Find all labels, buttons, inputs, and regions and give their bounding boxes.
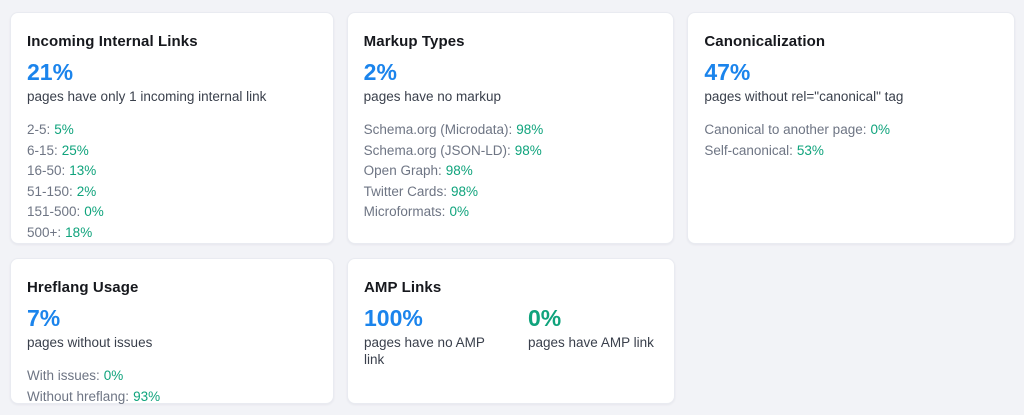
stat: 47% pages without rel="canonical" tag: [704, 59, 903, 105]
card-title: Incoming Internal Links: [27, 33, 198, 50]
breakdown-label: 151-500:: [27, 204, 81, 219]
breakdown-label: 2-5:: [27, 122, 51, 137]
breakdown-value-link[interactable]: 25%: [61, 142, 89, 158]
card-stats: 21% pages have only 1 incoming internal …: [27, 59, 317, 105]
breakdown-label: 6-15:: [27, 142, 58, 158]
breakdown-label: 51-150:: [27, 183, 73, 199]
card-breakdown: With issues: 0% Without hreflang: 93%: [27, 366, 317, 407]
card-breakdown: 2-5: 5% 6-15: 25% 16-50: 13% 51-150: 2% 151-…: [27, 120, 317, 243]
breakdown-value-link[interactable]: 0%: [449, 204, 469, 219]
stat-caption: pages have only 1 incoming internal link: [27, 89, 267, 104]
breakdown-value-link[interactable]: 98%: [445, 163, 473, 178]
stat-caption: pages have no AMP link: [364, 335, 485, 367]
breakdown-label: Schema.org (Microdata):: [363, 122, 513, 137]
breakdown-label: Open Graph:: [363, 163, 442, 178]
breakdown-label: Canonical to another page:: [704, 122, 867, 137]
breakdown-label: Schema.org (JSON-LD):: [363, 142, 511, 158]
card-incoming-internal-links: Incoming Internal Links 21% pages have o…: [10, 12, 334, 244]
card-stats: 100% pages have no AMP link 0% pages hav…: [364, 305, 658, 368]
card-stats: 7% pages without issues: [27, 305, 317, 351]
breakdown-item: 16-50: 13%: [27, 161, 317, 182]
breakdown-value-link[interactable]: 98%: [514, 142, 542, 158]
breakdown-label: Without hreflang:: [27, 388, 130, 404]
card-stats: 47% pages without rel="canonical" tag: [704, 59, 998, 105]
breakdown-value-link[interactable]: 0%: [103, 368, 124, 383]
stat-caption: pages without issues: [27, 335, 153, 350]
stat: 0% pages have AMP link: [528, 305, 672, 368]
breakdown-label: With issues:: [27, 368, 100, 383]
breakdown-label: Self-canonical:: [704, 142, 793, 158]
breakdown-item: Microformats: 0%: [364, 202, 658, 223]
card-row-bottom: Hreflang Usage 7% pages without issues W…: [10, 258, 1015, 404]
breakdown-value-link[interactable]: 98%: [450, 183, 478, 199]
breakdown-value-link[interactable]: 93%: [133, 388, 161, 404]
card-row-top: Incoming Internal Links 21% pages have o…: [10, 12, 1016, 244]
breakdown-item: 151-500: 0%: [27, 202, 317, 223]
card-breakdown: Canonical to another page: 0% Self-canoni…: [704, 120, 998, 161]
stat-value-link[interactable]: 0%: [528, 305, 562, 331]
breakdown-item: Twitter Cards: 98%: [364, 182, 658, 203]
breakdown-value-link[interactable]: 0%: [870, 122, 890, 137]
breakdown-label: 16-50:: [27, 163, 66, 178]
stat-value-link[interactable]: 2%: [363, 59, 397, 85]
card-canonicalization: Canonicalization 47% pages without rel="…: [687, 12, 1016, 244]
breakdown-item: With issues: 0%: [27, 366, 317, 387]
stat: 2% pages have no markup: [364, 59, 508, 105]
card-breakdown: Schema.org (Microdata): 98% Schema.org (J…: [364, 120, 658, 223]
breakdown-item: 51-150: 2%: [27, 182, 317, 203]
breakdown-value-link[interactable]: 18%: [65, 224, 93, 240]
stat: 7% pages without issues: [27, 305, 171, 351]
breakdown-value-link[interactable]: 53%: [796, 142, 824, 158]
card-title: Canonicalization: [704, 33, 826, 50]
card-amp-links: AMP Links 100% pages have no AMP link 0%…: [347, 258, 675, 404]
breakdown-value-link[interactable]: 0%: [84, 204, 104, 219]
breakdown-label: 500+:: [27, 224, 62, 240]
breakdown-value-link[interactable]: 13%: [69, 163, 97, 178]
card-title: Hreflang Usage: [27, 279, 139, 296]
card-title: AMP Links: [364, 279, 442, 296]
breakdown-item: 500+: 18%: [27, 223, 317, 244]
breakdown-item: Schema.org (JSON-LD): 98%: [364, 141, 658, 162]
breakdown-item: Open Graph: 98%: [364, 161, 658, 182]
breakdown-value-link[interactable]: 2%: [76, 183, 97, 199]
breakdown-item: 6-15: 25%: [27, 141, 317, 162]
breakdown-value-link[interactable]: 98%: [516, 122, 544, 137]
breakdown-label: Microformats:: [363, 204, 446, 219]
stat-value-link[interactable]: 7%: [27, 305, 61, 331]
stat-value-link[interactable]: 21%: [27, 59, 74, 85]
stat-caption: pages have no markup: [363, 89, 502, 104]
breakdown-item: Self-canonical: 53%: [704, 141, 998, 162]
breakdown-label: Twitter Cards:: [363, 183, 447, 199]
stat: 21% pages have only 1 incoming internal …: [27, 59, 266, 105]
card-stats: 2% pages have no markup: [364, 59, 658, 105]
breakdown-item: Without hreflang: 93%: [27, 387, 317, 408]
card-markup-types: Markup Types 2% pages have no markup Sch…: [346, 12, 675, 244]
stat-caption: pages without rel="canonical" tag: [704, 89, 904, 104]
stat-value-link[interactable]: 47%: [704, 59, 751, 85]
card-hreflang-usage: Hreflang Usage 7% pages without issues W…: [10, 258, 334, 404]
breakdown-item: Canonical to another page: 0%: [704, 120, 998, 141]
breakdown-value-link[interactable]: 5%: [54, 122, 74, 137]
card-title: Markup Types: [363, 33, 465, 50]
stat-caption: pages have AMP link: [528, 335, 654, 350]
breakdown-item: Schema.org (Microdata): 98%: [364, 120, 658, 141]
breakdown-item: 2-5: 5%: [27, 120, 317, 141]
stat-value-link[interactable]: 100%: [364, 305, 423, 331]
stat: 100% pages have no AMP link: [364, 305, 508, 368]
